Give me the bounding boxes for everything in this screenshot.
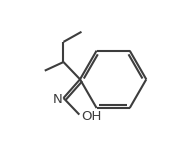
Text: N: N xyxy=(53,93,63,106)
Text: OH: OH xyxy=(81,110,102,123)
